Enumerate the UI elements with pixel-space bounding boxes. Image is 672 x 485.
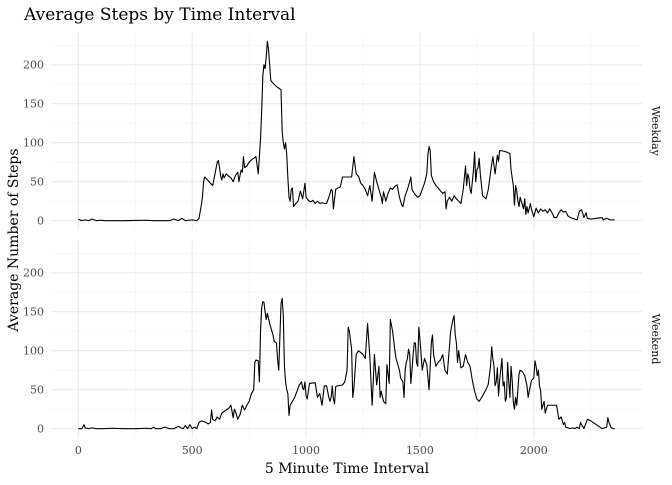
x-tick-label: 1500 bbox=[406, 444, 434, 457]
series-line-weekday bbox=[78, 40, 615, 222]
y-tick-label: 100 bbox=[23, 137, 44, 150]
x-axis: 0 500 1000 1500 2000 bbox=[75, 444, 548, 457]
x-tick-label: 2000 bbox=[520, 444, 548, 457]
chart-title: Average Steps by Time Interval bbox=[23, 5, 296, 25]
y-tick-label: 200 bbox=[23, 267, 44, 280]
y-tick-label: 100 bbox=[23, 345, 44, 358]
facet-panel-weekend: 0 50 100 150 200 Weekend bbox=[23, 240, 662, 438]
y-axis-title: Average Number of Steps bbox=[6, 148, 22, 332]
facet-strip-label: Weekend bbox=[649, 314, 662, 365]
facet-panel-weekday: 0 50 100 150 200 Weekday bbox=[23, 32, 662, 230]
x-axis-title: 5 Minute Time Interval bbox=[265, 461, 430, 477]
series-line-weekend bbox=[78, 297, 615, 430]
y-tick-label: 0 bbox=[37, 423, 44, 436]
x-tick-label: 1000 bbox=[292, 444, 320, 457]
facet-strip-label: Weekday bbox=[649, 106, 662, 157]
facet-panels: 0 50 100 150 200 Weekday 0 50 100 150 200 Weekend bbox=[23, 32, 662, 438]
x-tick-label: 500 bbox=[182, 444, 203, 457]
y-tick-label: 50 bbox=[30, 384, 44, 397]
y-tick-label: 200 bbox=[23, 59, 44, 72]
x-tick-label: 0 bbox=[75, 444, 82, 457]
y-tick-label: 0 bbox=[37, 215, 44, 228]
y-tick-label: 150 bbox=[23, 98, 44, 111]
y-tick-label: 150 bbox=[23, 306, 44, 319]
y-tick-label: 50 bbox=[30, 176, 44, 189]
